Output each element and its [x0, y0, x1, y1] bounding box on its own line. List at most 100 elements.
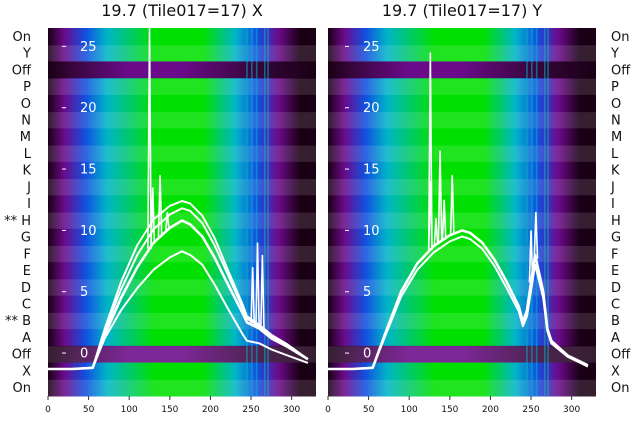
y-tick-label: 25: [363, 40, 380, 55]
row-label: X: [22, 364, 31, 379]
heatmap-row: [328, 145, 596, 163]
row-label: A: [22, 331, 31, 346]
row-label: Off: [611, 348, 631, 363]
heatmap-stripe: [246, 28, 248, 396]
row-label: L: [611, 147, 619, 162]
row-label: ** H: [4, 214, 31, 229]
row-label: P: [611, 80, 619, 95]
heatmap-stripe: [531, 28, 533, 396]
y-tick-label: 10: [80, 224, 97, 239]
heatmap-row: [48, 362, 316, 380]
heatmap-row: [48, 345, 316, 364]
spike: [427, 52, 433, 250]
y-tick-label: 15: [363, 163, 380, 178]
heatmap-row: [48, 262, 316, 280]
row-label: L: [24, 147, 32, 162]
heatmap-row: [328, 178, 596, 196]
row-label: Off: [12, 63, 32, 78]
spike: [147, 27, 152, 249]
heatmap-row: [48, 278, 316, 297]
heatmap-row: [328, 262, 596, 280]
spike: [150, 187, 156, 244]
row-label: On: [611, 30, 629, 45]
y-tick-label: 25: [80, 40, 97, 55]
heatmap-stripe: [547, 28, 549, 396]
row-label: O: [611, 97, 621, 112]
heatmap-row: [48, 245, 316, 263]
x-tick-label: 0: [45, 405, 51, 415]
row-label: E: [611, 264, 619, 279]
series-line: [48, 219, 309, 371]
x-tick-label: 300: [283, 405, 300, 415]
x-tick-label: 250: [242, 405, 259, 415]
row-label: J: [26, 180, 31, 195]
row-label: G: [611, 231, 621, 246]
row-label: X: [611, 364, 620, 379]
heatmap-row: [328, 345, 596, 364]
heatmap-row: [328, 61, 596, 79]
row-label: M: [20, 130, 31, 145]
row-label: D: [611, 281, 621, 296]
y-tick-label: 5: [363, 285, 371, 300]
heatmap-row: [48, 94, 316, 113]
chart-title: 19.7 (Tile017=17) X: [101, 1, 263, 20]
spike: [433, 218, 439, 245]
x-tick-label: 100: [401, 405, 418, 415]
heatmap-row: [328, 379, 596, 397]
series-line: [48, 200, 309, 370]
heatmap-row: [328, 329, 596, 347]
heatmap-stripe: [544, 28, 546, 396]
chart-title: 19.7 (Tile017=17) Y: [382, 1, 543, 20]
row-label: M: [611, 130, 622, 145]
heatmap-row: [48, 312, 316, 330]
heatmap-stripe: [264, 28, 266, 396]
heatmap-row: [48, 228, 316, 246]
heatmap-row: [328, 111, 596, 129]
spike: [259, 254, 265, 332]
heatmap-stripe: [526, 28, 528, 396]
spike: [164, 211, 170, 231]
row-label: N: [611, 114, 621, 129]
heatmap-row: [328, 128, 596, 146]
spike: [250, 267, 256, 326]
row-label: J: [610, 180, 615, 195]
spike: [528, 230, 534, 283]
heatmap-row: [48, 111, 316, 129]
x-tick-label: 50: [83, 405, 95, 415]
heatmap-row: [328, 312, 596, 330]
row-label: Y: [22, 47, 31, 62]
row-label: On: [13, 30, 31, 45]
y-tick-label: 15: [80, 163, 97, 178]
heatmap-row: [48, 379, 316, 397]
row-label: B: [611, 314, 620, 329]
x-tick-label: 200: [482, 405, 499, 415]
row-label: On: [611, 381, 629, 396]
row-label: A: [611, 331, 620, 346]
y-tick-label: 10: [363, 224, 380, 239]
y-tick-label: 5: [80, 285, 88, 300]
row-label: Y: [610, 47, 619, 62]
heatmap-row: [328, 212, 596, 230]
heatmap-stripe: [255, 28, 258, 396]
row-label: E: [23, 264, 31, 279]
row-label: Off: [611, 63, 631, 78]
row-label: ** B: [5, 314, 31, 329]
heatmap-row: [48, 61, 316, 79]
row-label: P: [23, 80, 31, 95]
row-label: F: [24, 247, 31, 262]
heatmap-row: [48, 145, 316, 163]
x-tick-label: 250: [522, 405, 539, 415]
row-label: O: [21, 97, 31, 112]
series-line: [48, 250, 309, 370]
heatmap-row: [328, 78, 596, 96]
heatmap-row: [48, 44, 316, 62]
row-label: G: [21, 231, 31, 246]
heatmap-row: [328, 362, 596, 380]
spike: [255, 242, 260, 328]
heatmap-row: [328, 28, 596, 46]
spike: [449, 175, 455, 235]
spike: [157, 175, 163, 237]
row-label: Off: [12, 348, 32, 363]
series-line: [328, 235, 589, 370]
